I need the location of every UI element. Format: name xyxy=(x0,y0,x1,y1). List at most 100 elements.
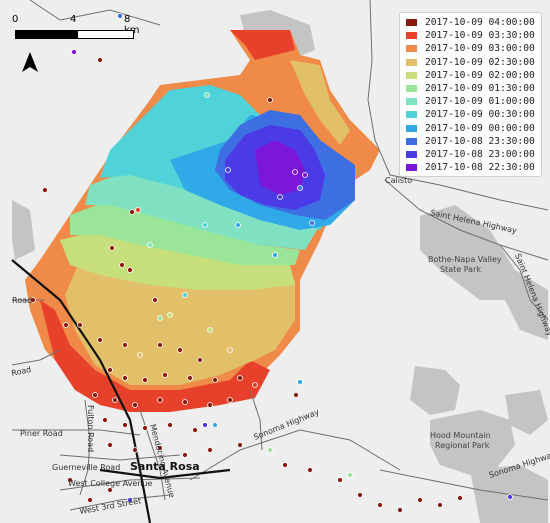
legend-label: 2017-10-08 23:30:00 xyxy=(425,135,535,147)
scale-tick-4: 4 xyxy=(70,14,77,25)
road-west-college xyxy=(59,477,201,491)
incident-point xyxy=(135,207,141,213)
incident-point xyxy=(162,372,168,378)
road-fulton xyxy=(79,399,91,496)
park-east xyxy=(505,390,548,435)
park-hood-1 xyxy=(410,366,460,415)
incident-point xyxy=(117,13,123,19)
incident-point xyxy=(197,357,203,363)
incident-point xyxy=(30,297,36,303)
label-road-left-2: Road xyxy=(11,365,33,378)
incident-point xyxy=(297,379,303,385)
legend-swatch xyxy=(406,71,417,79)
legend-swatch xyxy=(406,111,417,119)
incident-point xyxy=(282,462,288,468)
incident-point xyxy=(147,242,153,248)
legend-label: 2017-10-09 02:00:00 xyxy=(425,69,535,81)
incident-point xyxy=(507,494,513,500)
legend-item: 2017-10-09 01:30:00 xyxy=(406,82,537,95)
incident-point xyxy=(237,442,243,448)
incident-point xyxy=(307,467,313,473)
legend-item: 2017-10-09 04:00:00 xyxy=(406,16,537,29)
label-guerneville: Guerneville Road xyxy=(52,463,120,472)
legend-item: 2017-10-09 03:30:00 xyxy=(406,29,537,42)
incident-point xyxy=(77,322,83,328)
legend-swatch xyxy=(406,150,417,158)
park-west xyxy=(12,200,35,260)
incident-point xyxy=(142,425,148,431)
incident-point xyxy=(132,447,138,453)
legend-label: 2017-10-08 23:00:00 xyxy=(425,148,535,160)
highway-101-line xyxy=(11,259,152,523)
park-hood-2 xyxy=(430,410,515,475)
incident-point xyxy=(267,447,273,453)
incident-point xyxy=(42,187,48,193)
incident-point xyxy=(119,262,125,268)
incident-point xyxy=(192,427,198,433)
fire-zone-0230-ne xyxy=(290,60,350,145)
incident-point xyxy=(417,497,423,503)
incident-point xyxy=(267,97,273,103)
road-saint-helena-2 xyxy=(499,244,549,321)
road-sonoma xyxy=(189,429,401,481)
incident-point xyxy=(237,375,243,381)
incident-point xyxy=(397,507,403,513)
legend-item: 2017-10-08 22:30:00 xyxy=(406,161,537,174)
incident-point xyxy=(182,399,188,405)
incident-point xyxy=(129,209,135,215)
incident-point xyxy=(167,422,173,428)
incident-point xyxy=(109,245,115,251)
incident-point xyxy=(292,169,298,175)
north-arrow-icon xyxy=(22,52,38,72)
incident-point xyxy=(227,397,233,403)
fire-zone-0330-north xyxy=(230,30,295,60)
road-north-santa-rosa xyxy=(249,389,263,451)
legend-swatch xyxy=(406,85,417,93)
incident-point xyxy=(202,222,208,228)
legend-label: 2017-10-08 22:30:00 xyxy=(425,162,535,174)
incident-point xyxy=(207,327,213,333)
legend-label: 2017-10-09 01:00:00 xyxy=(425,96,535,108)
incident-point xyxy=(309,220,315,226)
fire-zone-0230 xyxy=(65,260,295,385)
road-calistoga xyxy=(367,0,549,211)
incident-point xyxy=(157,445,163,451)
incident-point xyxy=(212,422,218,428)
legend-swatch xyxy=(406,164,417,172)
incident-point xyxy=(207,447,213,453)
legend-label: 2017-10-09 01:30:00 xyxy=(425,83,535,95)
legend-label: 2017-10-09 03:00:00 xyxy=(425,43,535,55)
label-piner: Piner Road xyxy=(20,429,63,438)
incident-point xyxy=(142,377,148,383)
incident-point xyxy=(377,502,383,508)
incident-point xyxy=(235,222,241,228)
legend-item: 2017-10-08 23:30:00 xyxy=(406,135,537,148)
label-santa-rosa: Santa Rosa xyxy=(130,460,200,473)
incident-point xyxy=(152,297,158,303)
label-west-college: West College Avenue xyxy=(68,479,152,488)
scale-tick-0: 0 xyxy=(12,14,19,25)
incident-point xyxy=(272,252,278,258)
legend-swatch xyxy=(406,124,417,132)
legend-item: 2017-10-09 02:00:00 xyxy=(406,69,537,82)
road-north-west xyxy=(29,0,161,26)
legend-swatch xyxy=(406,32,417,40)
incident-point xyxy=(63,322,69,328)
legend-label: 2017-10-09 02:30:00 xyxy=(425,56,535,68)
incident-point xyxy=(87,497,93,503)
incident-point xyxy=(71,49,77,55)
incident-point xyxy=(97,57,103,63)
incident-points xyxy=(30,13,513,513)
incident-point xyxy=(437,502,443,508)
legend-swatch xyxy=(406,58,417,66)
scale-bar-white xyxy=(77,30,134,39)
fire-zone-0330-south xyxy=(40,300,270,412)
incident-point xyxy=(92,392,98,398)
road-west-3rd xyxy=(69,494,171,511)
incident-point xyxy=(122,422,128,428)
incident-point xyxy=(132,402,138,408)
incident-point xyxy=(112,397,118,403)
scale-bar: 0 4 8 km xyxy=(12,14,140,46)
incident-point xyxy=(127,267,133,273)
highway-12 xyxy=(99,468,231,480)
